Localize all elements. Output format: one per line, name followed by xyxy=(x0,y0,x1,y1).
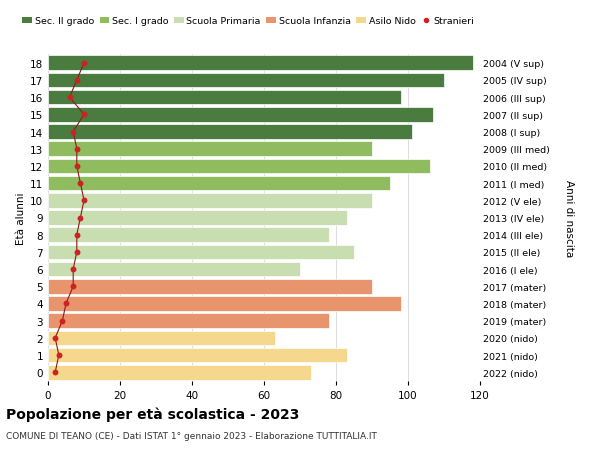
Point xyxy=(68,129,78,136)
Point xyxy=(54,352,64,359)
Bar xyxy=(48,228,329,242)
Bar xyxy=(48,125,412,140)
Bar xyxy=(48,142,372,157)
Bar xyxy=(48,108,433,123)
Point xyxy=(68,283,78,290)
Bar xyxy=(48,331,275,345)
Bar xyxy=(48,297,401,311)
Y-axis label: Anni di nascita: Anni di nascita xyxy=(563,179,574,257)
Y-axis label: Età alunni: Età alunni xyxy=(16,192,26,244)
Bar xyxy=(48,280,372,294)
Bar xyxy=(48,313,329,328)
Point xyxy=(76,214,85,222)
Bar xyxy=(48,56,473,71)
Point xyxy=(79,197,89,205)
Bar xyxy=(48,194,372,208)
Point xyxy=(72,146,82,153)
Bar xyxy=(48,159,430,174)
Point xyxy=(72,231,82,239)
Point xyxy=(79,112,89,119)
Point xyxy=(50,369,60,376)
Bar xyxy=(48,262,300,277)
Bar xyxy=(48,348,347,363)
Point xyxy=(65,94,74,101)
Point xyxy=(72,163,82,170)
Point xyxy=(61,300,71,308)
Point xyxy=(50,335,60,342)
Bar xyxy=(48,365,311,380)
Bar xyxy=(48,176,390,191)
Point xyxy=(76,180,85,187)
Point xyxy=(58,317,67,325)
Point xyxy=(72,249,82,256)
Text: Popolazione per età scolastica - 2023: Popolazione per età scolastica - 2023 xyxy=(6,406,299,421)
Point xyxy=(72,77,82,84)
Bar xyxy=(48,245,354,260)
Bar xyxy=(48,91,401,105)
Point xyxy=(68,266,78,273)
Legend: Sec. II grado, Sec. I grado, Scuola Primaria, Scuola Infanzia, Asilo Nido, Stran: Sec. II grado, Sec. I grado, Scuola Prim… xyxy=(22,17,474,27)
Text: COMUNE DI TEANO (CE) - Dati ISTAT 1° gennaio 2023 - Elaborazione TUTTITALIA.IT: COMUNE DI TEANO (CE) - Dati ISTAT 1° gen… xyxy=(6,431,377,441)
Bar xyxy=(48,211,347,225)
Bar xyxy=(48,73,444,88)
Point xyxy=(79,60,89,67)
